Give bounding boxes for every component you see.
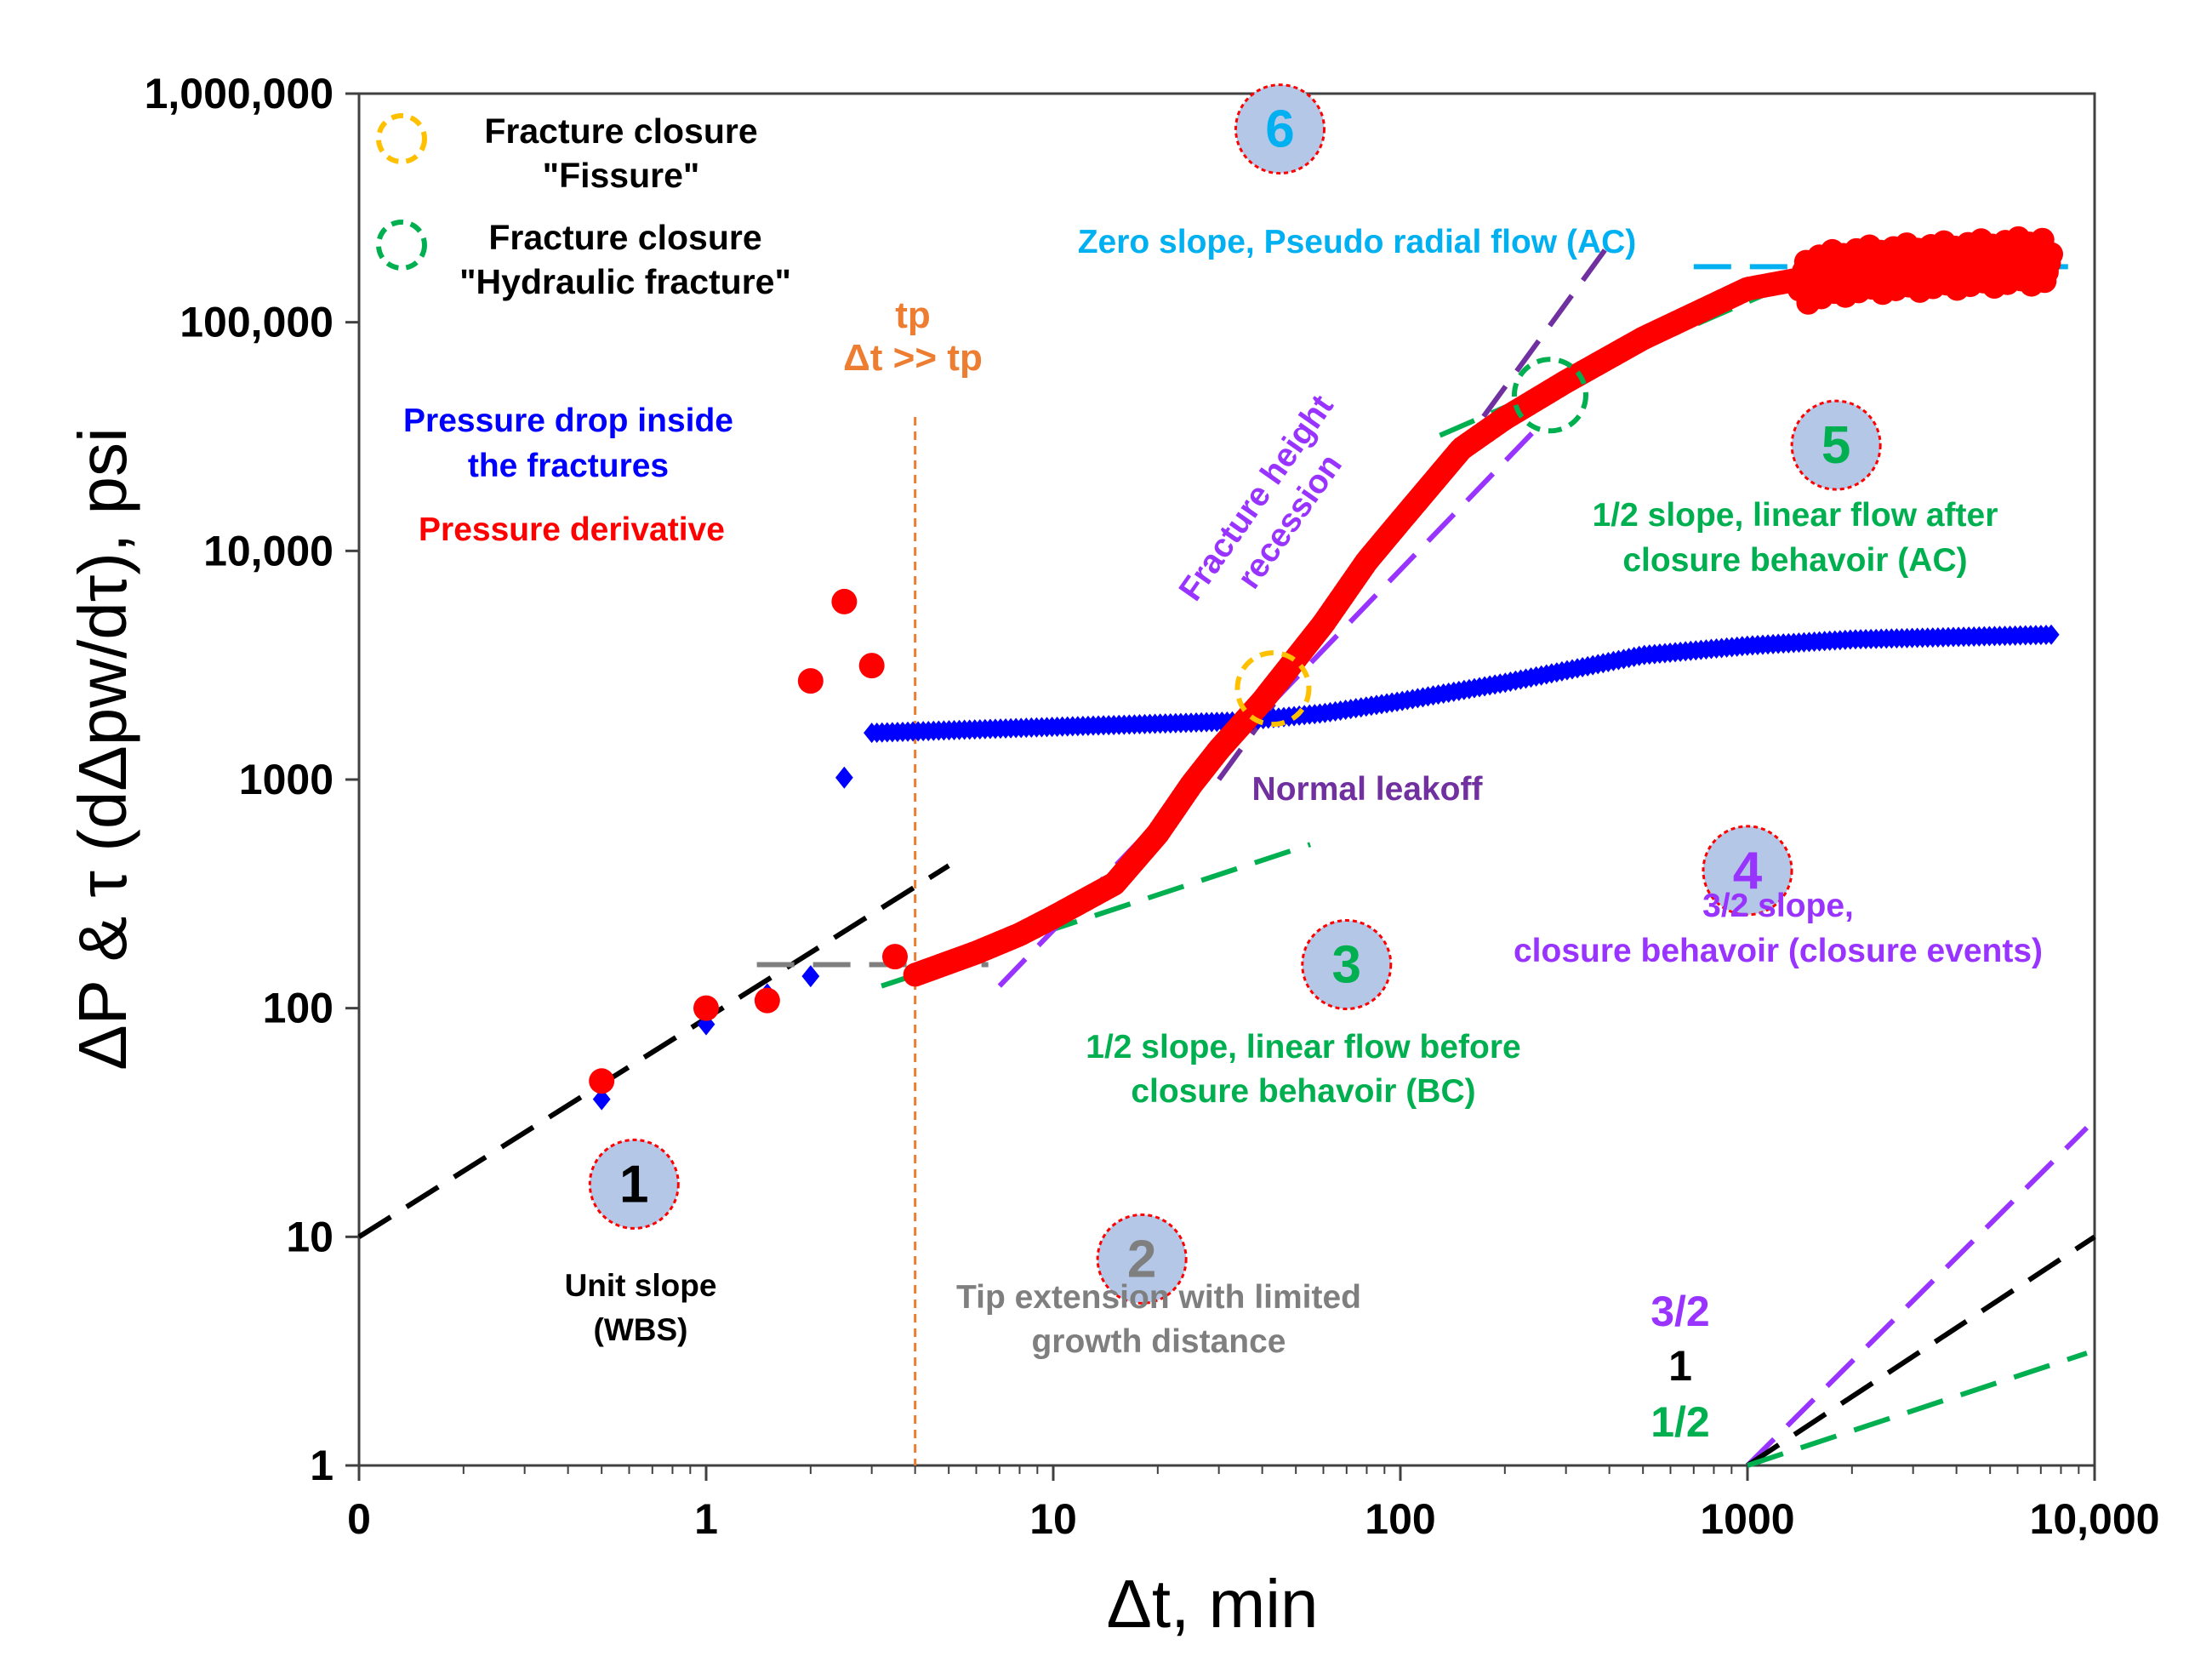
y-tick-label: 10 (286, 1213, 334, 1260)
data-series (589, 226, 2064, 1111)
x-tick-label: 10,000 (2030, 1495, 2160, 1543)
stage-badges: 1 2 3 4 5 6 (588, 83, 1882, 1305)
derivative-point (2039, 242, 2064, 266)
stage-badge-3 (1301, 919, 1393, 1011)
plot-frame (357, 92, 2096, 1467)
stage-badge-1 (588, 1138, 680, 1230)
x-tick-label: 1 (694, 1495, 718, 1543)
y-tick-label: 100,000 (180, 299, 334, 346)
x-tick-label: 0 (347, 1495, 371, 1543)
pressure-drop-point (835, 766, 853, 789)
y-tick-label: 100 (263, 985, 334, 1032)
stage-badge-label-4: 4 (1733, 842, 1763, 900)
pressure-drop-point (2043, 624, 2060, 645)
stage-badge-label-2: 2 (1127, 1230, 1156, 1288)
x-tick-label: 100 (1365, 1495, 1435, 1543)
ticks: 0 1 10 100 1000 10,000110100100010,000100,000… (145, 70, 2160, 1543)
annotation-tp: tp (895, 294, 931, 336)
annotation-tip-extension-line2: growth distance (1031, 1323, 1286, 1360)
ref-line-ref-1 (1746, 1234, 2096, 1468)
legend-hydraulic-line1: Fracture closure (488, 218, 761, 257)
legend: Fracture closure "Fissure" Fracture clos… (376, 111, 791, 301)
stage-badge-label-6: 6 (1265, 100, 1294, 159)
derivative-point (754, 987, 780, 1014)
annotation-normal-leakoff: Normal leakoff (1252, 771, 1484, 808)
plot-area (359, 94, 2095, 1465)
annotation-half-slope-bc-line1: 1/2 slope, linear flow before (1086, 1029, 1520, 1065)
derivative-point (831, 588, 858, 614)
legend-fissure-line1: Fracture closure (484, 111, 757, 151)
y-tick-label: 1 (310, 1442, 334, 1489)
ref-line-ref-1-2 (1747, 1351, 2088, 1468)
legend-fissure-swatch (376, 113, 427, 164)
annotation-half-slope-bc-line2: closure behavoir (BC) (1131, 1073, 1475, 1110)
stage-badge-label-1: 1 (619, 1155, 648, 1214)
annotation-three-half-line1: 3/2 slope, (1702, 888, 1854, 924)
derivative-point (881, 944, 908, 970)
annotation-half-slope-ac-line2: closure behavoir (AC) (1622, 542, 1967, 579)
derivative-point (693, 995, 719, 1021)
y-axis-label: ΔP & τ (dΔpw/dτ), psi (65, 427, 140, 1071)
x-axis-label: Δt, min (1106, 1566, 1318, 1642)
legend-hydraulic-line2: "Hydraulic fracture" (459, 262, 791, 301)
annotation-tp-condition: Δt >> tp (843, 337, 983, 379)
closure-markers (1234, 357, 1588, 728)
annotation-pressure-drop-line1: Pressure drop inside (403, 403, 733, 439)
legend-fissure-line2: "Fissure" (543, 156, 700, 195)
stage-badge-6 (1234, 83, 1326, 175)
annotation-derivative: Pressure derivative (419, 511, 725, 548)
y-tick-label: 1,000,000 (145, 70, 334, 117)
annotation-tip-extension-line1: Tip extension with limited (956, 1279, 1361, 1316)
pressure-drop-point (592, 1088, 611, 1111)
stage-badge-label-3: 3 (1332, 936, 1361, 995)
stage-badge-label-5: 5 (1821, 416, 1850, 475)
x-tick-label: 1000 (1700, 1495, 1794, 1543)
stage-badge-5 (1790, 399, 1882, 491)
hydraulic-closure-marker (1511, 357, 1588, 434)
y-tick-label: 10,000 (203, 527, 334, 574)
ref-line-unit-slope (357, 863, 950, 1239)
annotation-unit-slope-line2: (WBS) (594, 1312, 688, 1347)
pressure-drop-point (801, 965, 820, 988)
derivative-point (589, 1068, 615, 1094)
fissure-closure-marker (1234, 650, 1312, 728)
stage-badge-2 (1096, 1213, 1188, 1305)
annotation-unit-slope-line1: Unit slope (565, 1268, 717, 1303)
stage-badge-4 (1702, 825, 1793, 917)
derivative-point (858, 653, 885, 679)
slope-label-3-2: 3/2 (1650, 1288, 1710, 1335)
slope-label-1: 1 (1668, 1342, 1692, 1390)
annotation-zero-slope: Zero slope, Pseudo radial flow (AC) (1078, 224, 1637, 260)
ref-line-ref-3-2 (1745, 1126, 2089, 1468)
y-tick-label: 1000 (239, 756, 334, 803)
slope-label-1-2: 1/2 (1650, 1398, 1710, 1446)
annotation-half-slope-ac-line1: 1/2 slope, linear flow after (1593, 497, 1998, 534)
legend-hydraulic-swatch (376, 220, 427, 271)
annotation-pressure-drop-line2: the fractures (468, 448, 669, 484)
derivative-point (797, 668, 824, 694)
annotation-three-half-line2: closure behavoir (closure events) (1514, 933, 2043, 969)
x-tick-label: 10 (1029, 1495, 1077, 1543)
